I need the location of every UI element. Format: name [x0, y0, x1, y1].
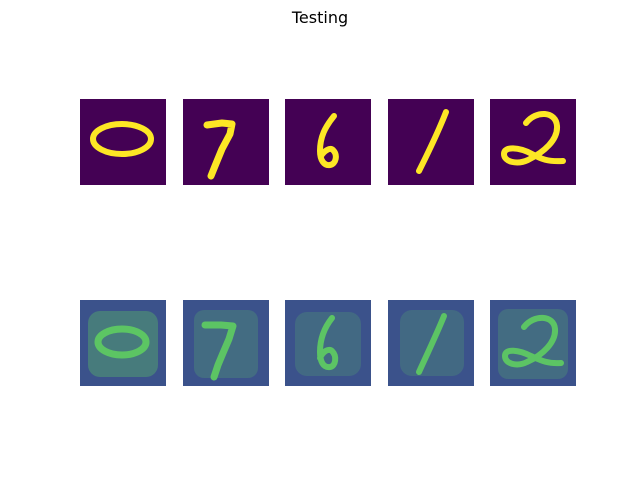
digit-2-image — [490, 99, 576, 185]
digit-stroke — [502, 314, 564, 368]
digit-7-image — [183, 99, 269, 185]
original-panel-4 — [490, 99, 576, 185]
original-panel-2 — [285, 99, 371, 185]
digit-stroke — [501, 111, 566, 166]
panel-background — [490, 300, 576, 386]
noise-patch — [88, 311, 158, 377]
reconstruction-digit-6-image — [285, 300, 371, 386]
original-panel-0 — [80, 99, 166, 185]
reconstruction-panel-2 — [285, 300, 371, 386]
reconstruction-panel-1 — [183, 300, 269, 386]
reconstruction-panel-0 — [80, 300, 166, 386]
noise-patch — [295, 312, 361, 376]
reconstruction-panel-3 — [388, 300, 474, 386]
digit-stroke — [416, 109, 449, 174]
panel-background — [285, 300, 371, 386]
digit-1-image — [388, 99, 474, 185]
reconstruction-digit-7-image — [183, 300, 269, 386]
reconstruction-digit-1-image — [388, 300, 474, 386]
reconstruction-digit-0-image — [80, 300, 166, 386]
reconstruction-digit-2-image — [490, 300, 576, 386]
digit-0-image — [80, 99, 166, 185]
digit-stroke — [94, 325, 150, 359]
panel-background — [490, 99, 576, 185]
digit-stroke — [416, 313, 447, 375]
digit-stroke — [90, 121, 154, 157]
digit-stroke — [201, 321, 237, 381]
digit-6-image — [285, 99, 371, 185]
digit-stroke — [203, 119, 236, 180]
figure-title: Testing — [291, 8, 349, 27]
original-panel-3 — [388, 99, 474, 185]
panel-background — [285, 99, 371, 185]
reconstruction-panel-4 — [490, 300, 576, 386]
original-panel-1 — [183, 99, 269, 185]
panel-background — [80, 300, 166, 386]
digit-stroke — [317, 113, 339, 169]
digit-stroke — [317, 315, 339, 371]
